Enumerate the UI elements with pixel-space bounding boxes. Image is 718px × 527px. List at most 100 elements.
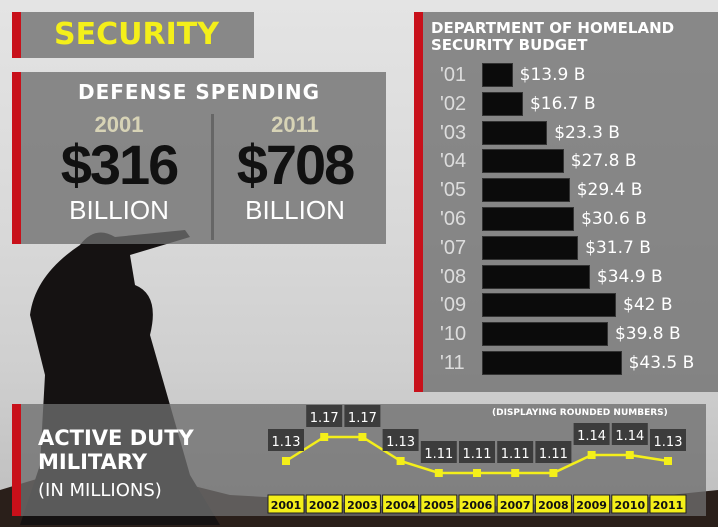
year-label-bg: [458, 494, 496, 514]
value-label-bg: [344, 405, 381, 427]
data-point: [473, 469, 481, 477]
value-label: 1.13: [272, 435, 301, 450]
value-label-bg: [459, 441, 495, 463]
value-label: 1.17: [310, 411, 339, 426]
unit-2001: BILLION: [69, 195, 169, 225]
year-label-bg: [611, 494, 649, 514]
budget-bar: [482, 91, 523, 116]
bar-value-label: $23.3 B: [554, 122, 620, 143]
year-tick-label: 2001: [271, 499, 302, 512]
budget-bar: [482, 149, 564, 174]
unit-2011: BILLION: [245, 195, 345, 225]
year-label-bg: [649, 494, 687, 514]
data-point: [549, 469, 558, 477]
year-tick-label: 2010: [614, 499, 645, 512]
value-label-bg: [382, 429, 419, 451]
year-label-bg: [534, 494, 572, 514]
year-2001: 2001: [94, 112, 144, 137]
value-label: 1.11: [424, 447, 453, 462]
value-label-bg: [611, 423, 648, 445]
bar-value-label: $39.8 B: [614, 324, 681, 345]
bar-category-label: '09: [440, 294, 467, 317]
value-label: 1.17: [348, 411, 377, 426]
value-label: 1.11: [463, 447, 492, 462]
defense-spending-panel: DEFENSE SPENDING 2001 $316 BILLION 2011 …: [12, 72, 386, 244]
bar-value-label: $29.4 B: [576, 180, 643, 201]
value-label-bg: [268, 429, 304, 451]
title-text: SECURITY: [54, 17, 219, 52]
value-label-bg: [497, 441, 534, 463]
divider: [211, 114, 214, 240]
data-point: [625, 451, 634, 459]
bar-value-label: $31.7 B: [585, 237, 651, 258]
data-point: [587, 451, 596, 459]
year-label-bg: [382, 494, 420, 514]
section-title: SECURITY: [12, 12, 254, 58]
data-point: [358, 433, 367, 441]
value-label-bg: [306, 405, 343, 427]
data-point: [396, 457, 405, 465]
value-label: 1.13: [654, 435, 683, 450]
value-label: 1.14: [615, 429, 644, 444]
bar-category-label: '01: [440, 64, 467, 86]
bar-category-label: '11: [440, 352, 465, 374]
military-title: ACTIVE DUTY MILITARY: [38, 426, 194, 474]
defense-heading: DEFENSE SPENDING: [77, 80, 320, 104]
bar-category-label: '07: [440, 236, 467, 259]
bar-category-label: '02: [440, 92, 467, 115]
value-label-bg: [535, 441, 572, 463]
year-label-bg: [496, 494, 534, 514]
year-tick-label: 2009: [576, 499, 607, 512]
bar-value-label: $27.8 B: [570, 151, 637, 172]
value-label: 1.11: [501, 447, 530, 462]
year-tick-label: 2007: [500, 499, 531, 512]
bar-value-label: $34.9 B: [596, 266, 663, 287]
bar-value-label: $42 B: [623, 295, 673, 316]
bar-value-label: $13.9 B: [519, 65, 586, 85]
budget-bar: [482, 264, 590, 289]
year-tick-label: 2011: [653, 499, 684, 512]
year-tick-label: 2003: [347, 499, 378, 512]
bar-value-label: $43.5 B: [628, 353, 695, 373]
amount-2011: $708: [236, 133, 356, 196]
dhs-title: DEPARTMENT OF HOMELAND SECURITY BUDGET: [431, 19, 675, 54]
bar-category-label: '05: [440, 179, 467, 202]
value-label-bg: [650, 429, 686, 451]
year-tick-label: 2002: [309, 499, 340, 512]
value-label-bg: [573, 423, 610, 445]
military-subtitle: (IN MILLIONS): [38, 480, 162, 501]
year-label-bg: [343, 494, 381, 514]
year-label-bg: [305, 494, 343, 514]
year-tick-label: 2006: [462, 499, 493, 512]
value-label: 1.13: [386, 435, 415, 450]
year-2011: 2011: [271, 112, 319, 137]
bar-category-label: '08: [440, 265, 467, 288]
data-point: [434, 469, 443, 477]
year-tick-label: 2004: [385, 499, 416, 512]
year-label-bg: [267, 494, 305, 514]
budget-bar: [482, 351, 622, 375]
budget-bar: [482, 293, 617, 318]
budget-bar: [482, 322, 608, 347]
budget-bar: [482, 120, 548, 145]
budget-bar: [482, 207, 575, 231]
data-point: [282, 457, 290, 465]
year-label-bg: [573, 494, 611, 514]
value-label: 1.14: [577, 429, 606, 444]
value-label: 1.11: [539, 447, 568, 462]
budget-bar: [482, 235, 579, 260]
budget-bar: [482, 63, 513, 87]
budget-bar: [482, 178, 570, 203]
bar-category-label: '06: [440, 208, 467, 230]
value-label-bg: [420, 441, 457, 463]
data-point: [511, 469, 520, 477]
bar-value-label: $30.6 B: [581, 209, 647, 229]
bar-category-label: '10: [440, 323, 467, 346]
year-label-bg: [420, 494, 458, 514]
bar-category-label: '04: [440, 150, 467, 173]
data-point: [320, 433, 329, 441]
year-tick-label: 2005: [423, 499, 454, 512]
dhs-budget-chart: DEPARTMENT OF HOMELAND SECURITY BUDGET '…: [414, 12, 718, 392]
year-tick-label: 2008: [538, 499, 569, 512]
